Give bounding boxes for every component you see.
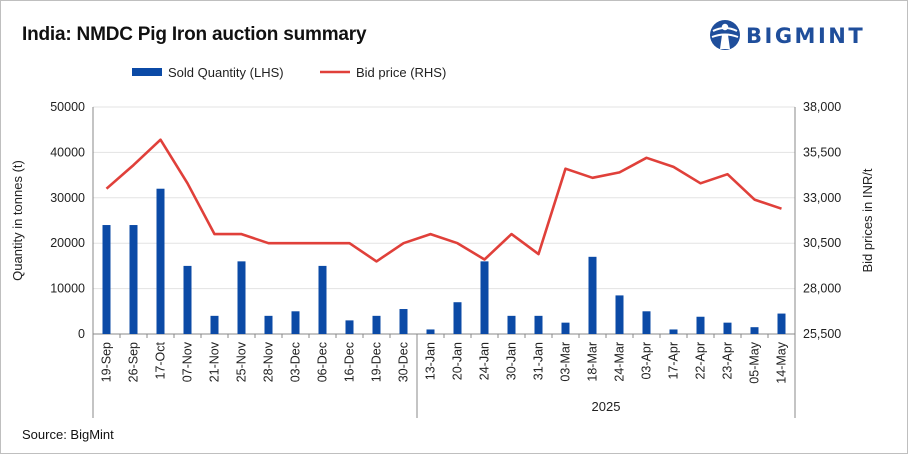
left-tick-label: 20000 [50,236,85,250]
year-group-label: 2025 [592,399,621,414]
right-tick-label: 30,500 [803,236,841,250]
right-tick-label: 28,000 [803,282,841,296]
category-label: 03-Mar [559,342,573,382]
right-axis-title: Bid prices in INR/t [860,168,875,272]
bar-sold-quantity [750,327,759,334]
left-tick-label: 10000 [50,282,85,296]
bar-sold-quantity [696,316,705,334]
bar-sold-quantity [399,309,408,334]
bar-sold-quantity [534,315,543,334]
bigmint-logo: BIGMINT [708,18,883,52]
category-label: 07-Nov [181,341,195,382]
bar-sold-quantity [291,311,300,334]
right-tick-label: 25,500 [803,327,841,341]
right-tick-label: 33,000 [803,191,841,205]
category-label: 16-Dec [343,342,357,382]
bar-sold-quantity [561,322,570,334]
left-tick-label: 40000 [50,145,85,159]
bar-sold-quantity [507,315,516,334]
bar-sold-quantity [237,261,246,334]
line-bid-price [105,138,782,263]
bar-sold-quantity [723,322,732,334]
bar-sold-quantity [777,313,786,334]
category-label: 03-Dec [289,342,303,382]
category-label: 18-Mar [586,342,600,382]
legend-label-sold-quantity: Sold Quantity (LHS) [168,65,284,80]
bar-sold-quantity [183,265,192,334]
category-label: 22-Apr [694,342,708,380]
category-label: 05-May [748,341,762,383]
left-tick-label: 50000 [50,100,85,114]
category-label: 13-Jan [424,342,438,380]
category-label: 20-Jan [451,342,465,380]
category-label: 30-Dec [397,342,411,382]
category-label: 26-Sep [127,342,141,382]
category-label: 28-Nov [262,341,276,382]
category-label: 21-Nov [208,341,222,382]
bar-sold-quantity [426,329,435,334]
bar-sold-quantity [372,315,381,334]
globe-person-icon [710,20,740,50]
chart-title: India: NMDC Pig Iron auction summary [22,24,367,45]
category-label: 24-Mar [613,342,627,382]
category-label: 31-Jan [532,342,546,380]
category-label: 06-Dec [316,342,330,382]
bar-sold-quantity [669,329,678,334]
bar-sold-quantity [642,311,651,334]
left-tick-label: 30000 [50,191,85,205]
brand-name: BIGMINT [746,24,866,48]
bar-sold-quantity [588,256,597,334]
category-label: 19-Sep [100,342,114,382]
bar-sold-quantity [264,315,273,334]
category-label: 17-Oct [154,341,168,379]
source-note: Source: BigMint [22,427,114,442]
bar-sold-quantity [345,320,354,334]
legend-swatch-sold-quantity [132,68,162,76]
bar-sold-quantity [615,295,624,334]
category-label: 23-Apr [721,342,735,380]
bar-sold-quantity [480,261,489,334]
legend-label-bid-price: Bid price (RHS) [356,65,446,80]
bar-sold-quantity [453,302,462,334]
bar-sold-quantity [102,225,111,334]
category-label: 24-Jan [478,342,492,380]
right-tick-label: 35,500 [803,145,841,159]
left-tick-label: 0 [78,327,85,341]
category-label: 14-May [775,341,789,383]
category-label: 03-Apr [640,342,654,380]
category-label: 19-Dec [370,342,384,382]
category-label: 17-Apr [667,342,681,380]
right-tick-label: 38,000 [803,100,841,114]
category-label: 30-Jan [505,342,519,380]
bar-sold-quantity [156,188,165,334]
left-axis-title: Quantity in tonnes (t) [10,160,25,281]
bar-sold-quantity [318,265,327,334]
bar-sold-quantity [210,315,219,334]
bar-sold-quantity [129,225,138,334]
category-label: 25-Nov [235,341,249,382]
